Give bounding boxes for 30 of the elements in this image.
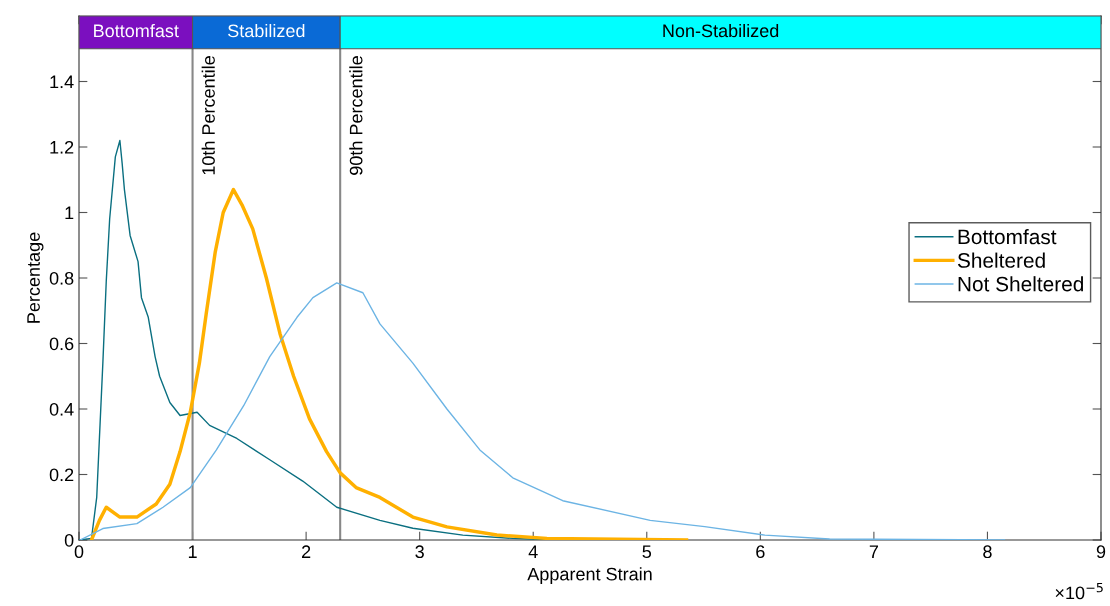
x-axis-title: Apparent Strain [527, 567, 652, 585]
legend-label: Sheltered [957, 252, 1045, 268]
y-tick-label: 0.2 [49, 468, 74, 482]
text: ×10$^{−5}$ [1055, 582, 1103, 600]
x-tick-label: 2 [302, 545, 311, 558]
y-tick-label: 0.4 [49, 402, 74, 416]
x-tick-label: 6 [756, 545, 765, 559]
x-tick-label: 9 [1096, 545, 1106, 559]
x-tick-label: 4 [528, 545, 538, 558]
x-tick-label: 3 [415, 545, 424, 559]
y-tick-label: 1 [65, 206, 74, 220]
x-tick-label: 8 [983, 545, 992, 559]
ref-line-label: 10th Percentile [201, 56, 215, 175]
ref-line-label: 90th Percentile [349, 56, 363, 175]
y-axis-title: Percentage [27, 232, 44, 323]
x-tick-label: 7 [869, 545, 878, 558]
y-tick-label: 0.8 [49, 271, 74, 285]
band-label: Non-Stabilized [663, 23, 779, 38]
y-tick-label: 0 [64, 533, 74, 547]
y-tick-label: 1.4 [50, 75, 74, 89]
legend-label: Not Sheltered [958, 276, 1083, 292]
band-label: Stabilized [228, 23, 305, 38]
line-series [89, 187, 689, 540]
y-tick-label: 1.2 [50, 140, 74, 154]
x-tick-label: 0 [74, 545, 84, 559]
y-tick-label: 0.6 [49, 337, 74, 351]
band-label: Bottomfast [94, 23, 179, 38]
legend-label: Bottomfast [958, 229, 1057, 245]
x-tick-label: 5 [642, 545, 652, 559]
x-tick-label: 1 [188, 545, 197, 558]
